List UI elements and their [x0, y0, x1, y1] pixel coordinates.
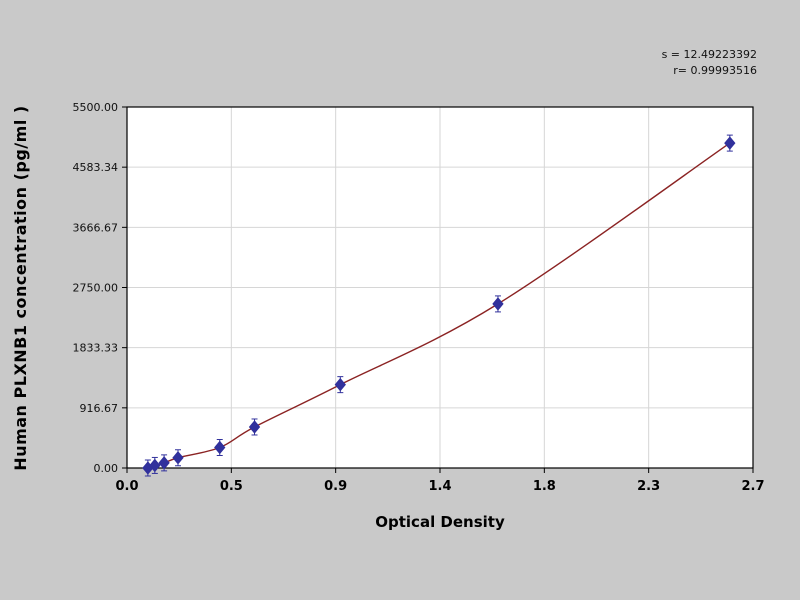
- data-point-marker: [172, 450, 184, 465]
- x-tick-label: 2.3: [637, 479, 660, 494]
- x-tick-label: 2.7: [741, 479, 764, 494]
- axis-ticks: 0.0 0.5 0.9 1.4 1.8 2.3 2.7 0.00 916.67 1833.33 27…: [73, 101, 765, 494]
- x-tick-label: 1.4: [428, 479, 451, 494]
- x-axis-label: Optical Density: [375, 513, 505, 531]
- chart-layer: 0.0 0.5 0.9 1.4 1.8 2.3 2.7 0.00 916.67 1833.33 27…: [73, 101, 765, 494]
- data-point-marker: [214, 440, 226, 455]
- y-tick-label: 4583.34: [73, 161, 119, 174]
- y-tick-label: 3666.67: [73, 221, 119, 234]
- x-tick-label: 0.5: [220, 479, 243, 494]
- x-tick-label: 1.8: [533, 479, 556, 494]
- y-tick-label: 5500.00: [73, 101, 119, 114]
- data-point-marker: [248, 420, 261, 434]
- data-point-marker: [492, 297, 504, 311]
- annotation-s-value: s = 12.49223392: [662, 48, 757, 61]
- data-points: [142, 134, 736, 477]
- x-tick-label: 0.9: [324, 479, 347, 494]
- y-tick-label: 1833.33: [73, 342, 119, 355]
- x-tick-label: 0.0: [115, 479, 138, 494]
- data-point-marker: [158, 456, 170, 470]
- y-tick-label: 916.67: [80, 402, 119, 415]
- y-tick-label: 0.00: [94, 462, 119, 475]
- y-axis-label: Human PLXNB1 concentration (pg/ml ): [11, 105, 30, 470]
- gridlines: [127, 107, 753, 468]
- data-point-marker: [724, 136, 736, 150]
- y-tick-label: 2750.00: [73, 282, 119, 295]
- data-point-marker: [334, 377, 346, 392]
- annotation-r-value: r= 0.99993516: [673, 64, 757, 77]
- data-point-marker: [149, 458, 161, 473]
